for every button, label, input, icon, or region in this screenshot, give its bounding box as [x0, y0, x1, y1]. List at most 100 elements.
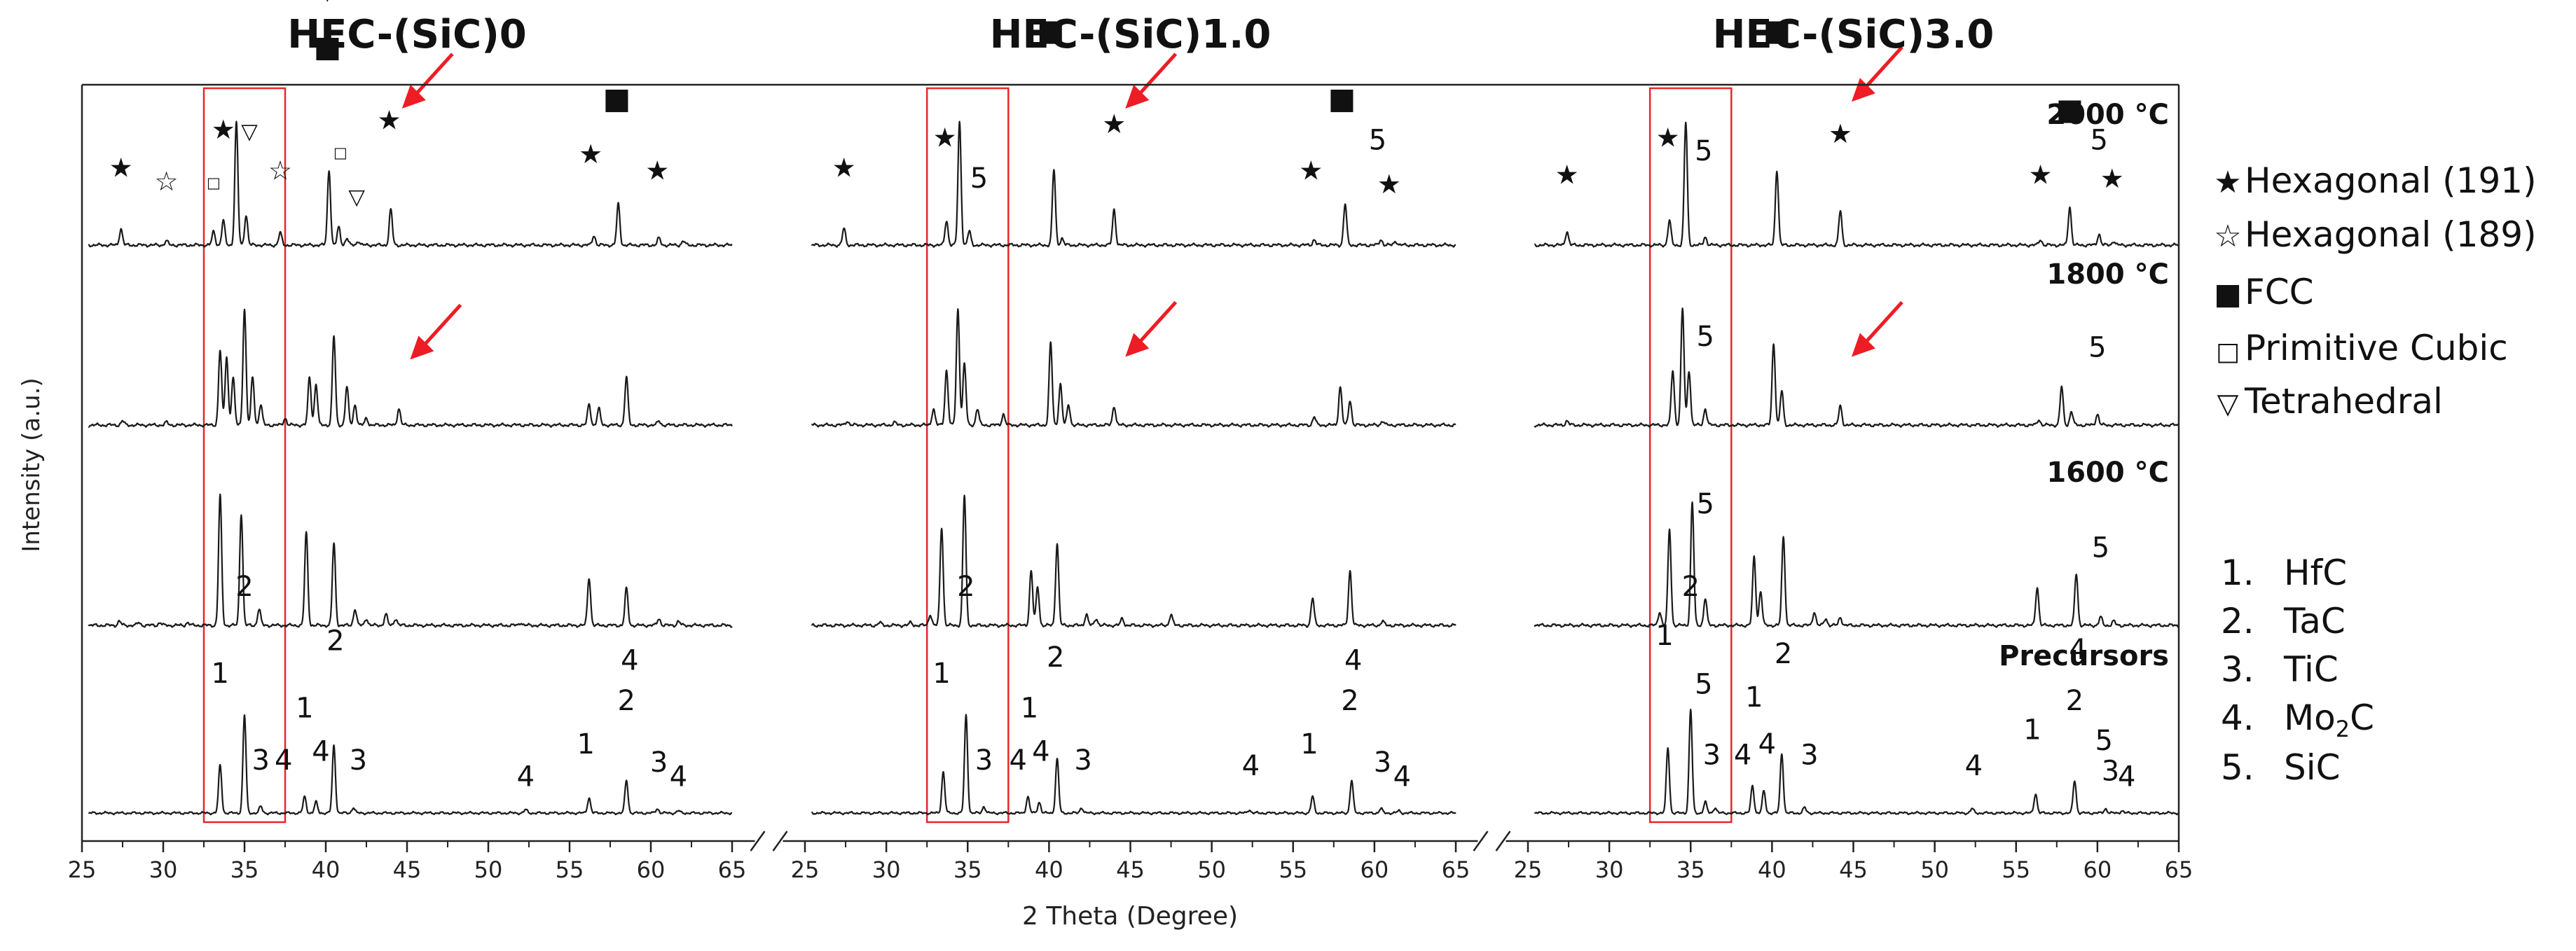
legend-phase-number: 2. — [2221, 601, 2254, 641]
peak-marker: 3 — [2102, 756, 2119, 788]
x-tick-label: 45 — [393, 856, 422, 883]
x-tick-label: 30 — [872, 856, 901, 883]
peak-marker: ★ — [2100, 163, 2124, 194]
legend-item: □ Primitive Cubic — [2216, 328, 2508, 368]
peak-marker: ★ — [212, 114, 235, 145]
peak-marker: 2 — [2066, 685, 2083, 717]
peak-marker: ☆ — [268, 155, 292, 186]
series-trace — [1534, 501, 2179, 628]
peak-marker: 1 — [1021, 693, 1038, 725]
peak-marker: ★ — [579, 139, 602, 169]
peak-marker: 1 — [1745, 681, 1763, 714]
peak-marker: ★ — [1656, 123, 1680, 153]
series-trace — [88, 120, 733, 248]
peak-marker: 3 — [650, 747, 668, 779]
peak-marker: ★ — [1828, 118, 1852, 149]
peak-marker: 2 — [617, 685, 635, 717]
axis-break — [1473, 831, 1511, 852]
legend-phase-label: SiC — [2284, 747, 2341, 788]
peak-marker: 5 — [1695, 135, 1712, 167]
legend-label: FCC — [2245, 272, 2314, 312]
peak-marker: 2 — [1341, 685, 1358, 717]
highlight-box — [925, 87, 1010, 824]
x-tick-label: 50 — [1920, 856, 1949, 883]
y-axis-label: Intensity (a.u.) — [18, 377, 46, 552]
legend-phase-number: 5. — [2221, 747, 2254, 788]
peak-marker: 3 — [1703, 739, 1721, 771]
x-tick-label: 45 — [1116, 856, 1145, 883]
legend-item: ★ Hexagonal (191) — [2214, 160, 2536, 201]
peak-marker: ■ — [1763, 13, 1791, 48]
x-tick-label: 30 — [1595, 856, 1624, 883]
peak-marker: □ — [333, 144, 347, 161]
peak-marker: 2 — [957, 571, 974, 603]
peak-marker: ★ — [1299, 155, 1323, 186]
panel-title: HEC-(SiC)1.0 — [990, 12, 1272, 57]
red-arrow — [410, 303, 462, 360]
peak-marker: 4 — [517, 761, 535, 793]
legend-phase-number: 3. — [2221, 649, 2254, 690]
legend-label: Primitive Cubic — [2245, 328, 2508, 368]
x-tick-label: 65 — [718, 856, 747, 883]
legend-label: Hexagonal (189) — [2245, 214, 2537, 255]
red-arrow — [1851, 300, 1903, 357]
peak-marker: 4 — [670, 761, 687, 793]
peak-marker: 5 — [2088, 332, 2106, 364]
peak-marker: 4 — [312, 736, 329, 768]
peak-marker: ★ — [933, 123, 957, 153]
series-trace — [1534, 709, 2179, 816]
peak-marker: 5 — [2090, 125, 2107, 157]
peak-marker: ★ — [645, 155, 669, 186]
legend-label: Tetrahedral — [2244, 381, 2443, 422]
series-trace — [811, 120, 1456, 248]
panel-title: HEC-(SiC)0 — [287, 12, 527, 57]
peak-marker: 5 — [1696, 488, 1714, 520]
x-tick-label: 55 — [556, 856, 584, 883]
peak-marker: 4 — [2069, 634, 2086, 666]
legend-phase-label: Mo2C — [2284, 697, 2374, 742]
x-tick-label: 55 — [2002, 856, 2030, 883]
peak-marker: 1 — [1300, 728, 1318, 761]
peak-marker: 3 — [1374, 747, 1391, 779]
peak-marker: 1 — [1655, 620, 1673, 652]
peak-marker: 3 — [1074, 744, 1091, 777]
peak-marker: 4 — [1009, 744, 1026, 777]
x-tick-label: 50 — [1197, 856, 1226, 883]
peak-marker: ★ — [1377, 169, 1401, 200]
x-tick-label: 40 — [1035, 856, 1063, 883]
temperature-label: 2000 °C — [2046, 99, 2169, 131]
peak-marker: 2 — [235, 571, 253, 603]
peak-marker: ▽ — [319, 0, 336, 5]
x-tick-label: 60 — [2083, 856, 2112, 883]
peak-marker: 5 — [1369, 125, 1386, 157]
peak-marker: ▽ — [241, 120, 258, 144]
axis-break — [750, 831, 788, 852]
x-tick-label: 25 — [68, 856, 97, 883]
peak-marker: 4 — [1734, 739, 1751, 771]
peak-marker: 5 — [2095, 725, 2112, 757]
peak-marker: 1 — [296, 693, 313, 725]
x-tick-label: 35 — [1676, 856, 1705, 883]
peak-marker: 4 — [1393, 761, 1411, 793]
peak-marker: 5 — [1696, 321, 1714, 353]
x-tick-label: 50 — [474, 856, 503, 883]
peak-marker: ☆ — [155, 166, 179, 197]
highlight-box — [1648, 87, 1733, 824]
peak-marker: 4 — [1032, 736, 1049, 768]
x-tick-label: 55 — [1279, 856, 1307, 883]
legend-phase-number: 1. — [2221, 553, 2254, 593]
series-trace — [88, 493, 733, 628]
legend-glyph: □ — [2216, 338, 2240, 366]
panel-title: HEC-(SiC)3.0 — [1713, 12, 1995, 57]
peak-marker: □ — [207, 174, 221, 191]
red-arrow — [1125, 300, 1178, 357]
peak-marker: 3 — [252, 744, 269, 777]
series-trace — [88, 714, 733, 816]
peak-marker: ■ — [602, 81, 631, 116]
x-tick-label: 25 — [791, 856, 820, 883]
peak-marker: 4 — [1965, 750, 1983, 782]
legend-glyph: ☆ — [2214, 218, 2241, 254]
peak-marker: ★ — [2029, 159, 2053, 190]
legend-phase: 3. TiC — [2221, 649, 2339, 690]
